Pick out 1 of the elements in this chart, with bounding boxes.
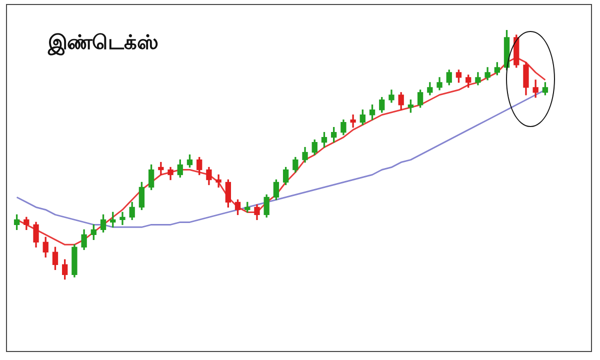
chart-title: இண்டெக்ஸ் [48,30,158,56]
